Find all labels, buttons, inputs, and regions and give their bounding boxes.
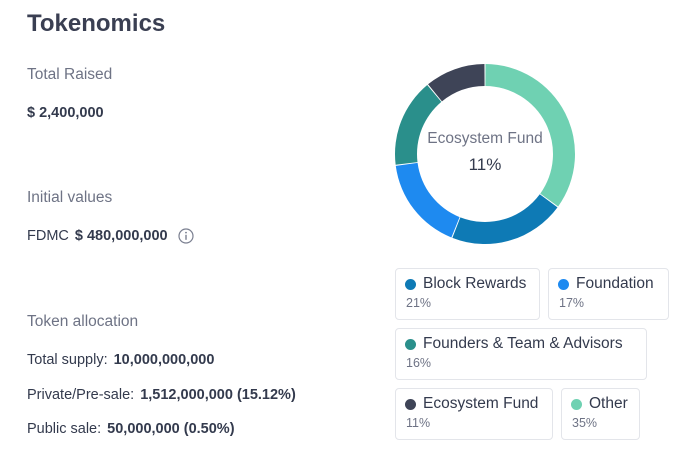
allocation-donut-chart[interactable]: Ecosystem Fund 11% — [394, 63, 576, 245]
legend-item-other[interactable]: Other 35% — [561, 388, 640, 440]
legend-dot — [405, 338, 416, 350]
legend-item-founders-team-advisors[interactable]: Founders & Team & Advisors 16% — [395, 328, 647, 380]
donut-svg[interactable] — [394, 63, 576, 245]
legend-item-pct: 17% — [559, 296, 585, 310]
allocation-row-public-sale: Public sale: 50,000,000 (0.50%) — [27, 421, 235, 437]
donut-slice-other[interactable] — [485, 64, 575, 207]
allocation-row-value: 10,000,000,000 — [113, 352, 215, 368]
allocation-row-value: 1,512,000,000 (15.12%) — [140, 387, 296, 403]
total-raised-value: $ 2,400,000 — [27, 105, 104, 121]
legend-item-label: Other — [589, 395, 628, 412]
allocation-row-private-sale: Private/Pre-sale: 1,512,000,000 (15.12%) — [27, 387, 296, 403]
legend-item-block-rewards[interactable]: Block Rewards 21% — [395, 268, 540, 320]
total-raised-label: Total Raised — [27, 66, 113, 83]
donut-slice-foundation[interactable] — [395, 162, 460, 238]
legend-item-label: Block Rewards — [423, 275, 527, 292]
allocation-row-label: Total supply: — [27, 352, 108, 368]
legend-item-label: Founders & Team & Advisors — [423, 335, 623, 352]
legend-dot — [558, 278, 569, 290]
legend-dot — [571, 398, 582, 410]
legend-item-label: Ecosystem Fund — [423, 395, 539, 412]
donut-slice-founders-team-advisors[interactable] — [395, 84, 442, 165]
donut-slice-block-rewards[interactable] — [452, 194, 558, 245]
donut-slice-ecosystem-fund[interactable] — [428, 64, 485, 102]
legend-dot — [405, 278, 416, 290]
legend-item-pct: 35% — [572, 416, 598, 430]
initial-values-label: Initial values — [27, 189, 113, 206]
legend-item-label: Foundation — [576, 275, 654, 292]
page-title: Tokenomics — [27, 10, 166, 37]
fdmc-value: $ 480,000,000 — [74, 228, 168, 244]
allocation-row-value: 50,000,000 (0.50%) — [107, 421, 235, 437]
allocation-row-label: Private/Pre-sale: — [27, 387, 135, 403]
legend-item-foundation[interactable]: Foundation 17% — [548, 268, 669, 320]
allocation-row-label: Public sale: — [27, 421, 102, 437]
token-allocation-label: Token allocation — [27, 313, 139, 330]
fdmc-label: FDMC — [27, 228, 69, 244]
legend-item-pct: 11% — [406, 416, 431, 430]
legend-item-pct: 21% — [406, 296, 432, 310]
legend-dot — [405, 398, 416, 410]
allocation-row-total-supply: Total supply: 10,000,000,000 — [27, 352, 214, 368]
fdmc-row: FDMC $ 480,000,000 — [27, 228, 194, 244]
legend-item-ecosystem-fund[interactable]: Ecosystem Fund 11% — [395, 388, 553, 440]
legend-item-pct: 16% — [406, 356, 432, 370]
info-icon[interactable] — [178, 228, 194, 244]
